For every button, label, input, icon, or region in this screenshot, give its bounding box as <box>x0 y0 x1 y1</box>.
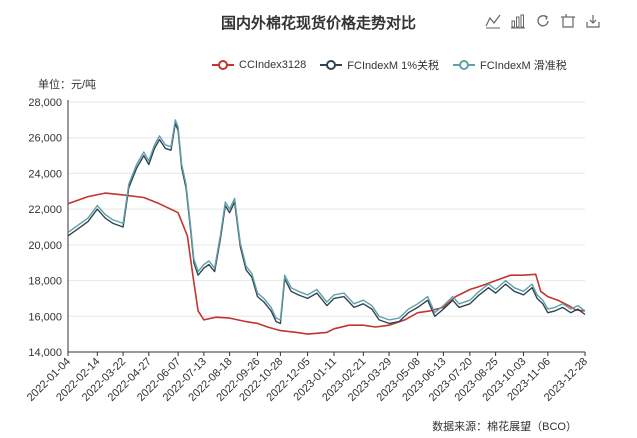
legend-label: FCIndexM 滑准税 <box>479 60 567 72</box>
legend-item-fcindex-sliding[interactable]: FCIndexM 滑准税 <box>452 57 567 73</box>
line-chart-icon[interactable] <box>485 13 501 29</box>
y-tick-label: 26,000 <box>28 133 62 145</box>
y-tick-label: 16,000 <box>28 311 62 323</box>
data-view-icon[interactable] <box>560 13 576 29</box>
y-tick-label: 18,000 <box>28 276 62 288</box>
chart-title: 国内外棉花现货价格走势对比 <box>220 15 416 32</box>
series-line-1 <box>67 122 586 325</box>
chart-legend: CCIndex3128 FCIndexM 1%关税 FCIndexM 滑准税 <box>212 57 567 73</box>
y-tick-label: 24,000 <box>28 168 62 180</box>
y-tick-label: 20,000 <box>28 240 62 252</box>
restore-icon[interactable] <box>535 13 551 29</box>
legend-item-fcindex-1pct[interactable]: FCIndexM 1%关税 <box>320 57 439 73</box>
bar-chart-icon[interactable] <box>510 13 526 29</box>
legend-item-ccindex[interactable]: CCIndex3128 <box>212 57 306 73</box>
y-tick-label: 14,000 <box>28 347 62 359</box>
series-line-0 <box>67 192 586 335</box>
series-line-2 <box>67 119 586 321</box>
y-axis-unit-label: 单位：元/吨 <box>38 79 97 91</box>
legend-label: FCIndexM 1%关税 <box>347 60 439 72</box>
save-image-icon[interactable] <box>585 13 601 29</box>
legend-label: CCIndex3128 <box>239 59 307 71</box>
y-tick-label: 28,000 <box>28 97 62 109</box>
chart-toolbox <box>485 13 601 29</box>
data-source-note: 数据来源：棉花展望（BCO） <box>432 421 577 433</box>
y-tick-label: 22,000 <box>28 204 62 216</box>
